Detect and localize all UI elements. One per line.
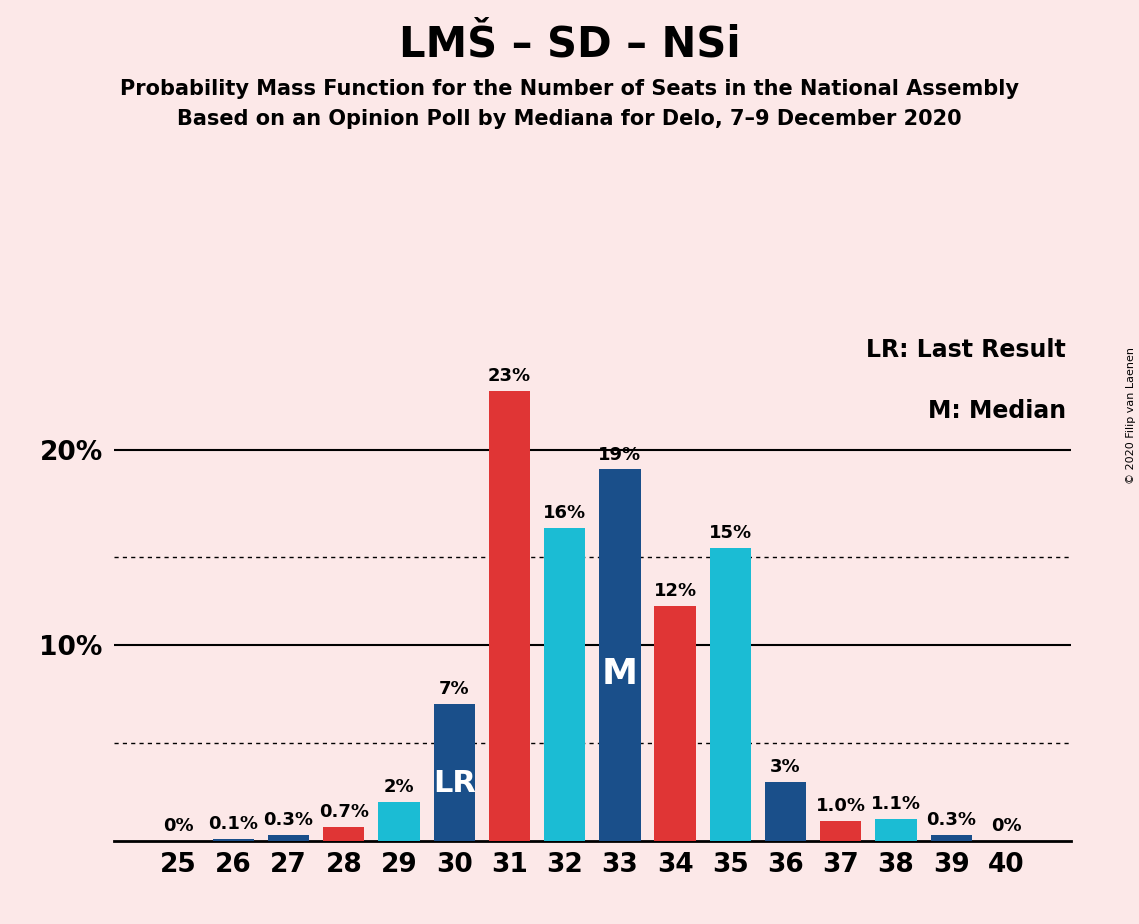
- Text: 15%: 15%: [708, 524, 752, 541]
- Text: 0.1%: 0.1%: [208, 815, 259, 833]
- Text: 3%: 3%: [770, 759, 801, 776]
- Text: 1.1%: 1.1%: [871, 796, 921, 813]
- Text: 16%: 16%: [543, 505, 587, 522]
- Text: 0.3%: 0.3%: [926, 811, 976, 829]
- Bar: [323, 827, 364, 841]
- Text: M: Median: M: Median: [928, 399, 1066, 422]
- Bar: [710, 548, 751, 841]
- Text: 1.0%: 1.0%: [816, 797, 866, 816]
- Text: Probability Mass Function for the Number of Seats in the National Assembly: Probability Mass Function for the Number…: [120, 79, 1019, 99]
- Text: 0%: 0%: [163, 817, 194, 835]
- Text: 0%: 0%: [991, 817, 1022, 835]
- Text: © 2020 Filip van Laenen: © 2020 Filip van Laenen: [1126, 347, 1136, 484]
- Bar: [268, 835, 310, 841]
- Bar: [655, 606, 696, 841]
- Bar: [378, 802, 419, 841]
- Bar: [931, 835, 972, 841]
- Bar: [544, 529, 585, 841]
- Text: M: M: [601, 657, 638, 691]
- Bar: [599, 469, 640, 841]
- Bar: [765, 783, 806, 841]
- Text: LMŠ – SD – NSi: LMŠ – SD – NSi: [399, 23, 740, 65]
- Bar: [820, 821, 861, 841]
- Bar: [213, 839, 254, 841]
- Text: 0.7%: 0.7%: [319, 803, 369, 821]
- Text: Based on an Opinion Poll by Mediana for Delo, 7–9 December 2020: Based on an Opinion Poll by Mediana for …: [178, 109, 961, 129]
- Bar: [875, 820, 917, 841]
- Bar: [489, 391, 530, 841]
- Bar: [434, 704, 475, 841]
- Text: LR: Last Result: LR: Last Result: [866, 337, 1066, 361]
- Text: 12%: 12%: [654, 582, 697, 601]
- Text: 0.3%: 0.3%: [263, 811, 313, 829]
- Text: LR: LR: [433, 769, 476, 798]
- Text: 2%: 2%: [384, 778, 415, 796]
- Text: 23%: 23%: [487, 368, 531, 385]
- Text: 7%: 7%: [439, 680, 469, 699]
- Text: 19%: 19%: [598, 445, 641, 464]
